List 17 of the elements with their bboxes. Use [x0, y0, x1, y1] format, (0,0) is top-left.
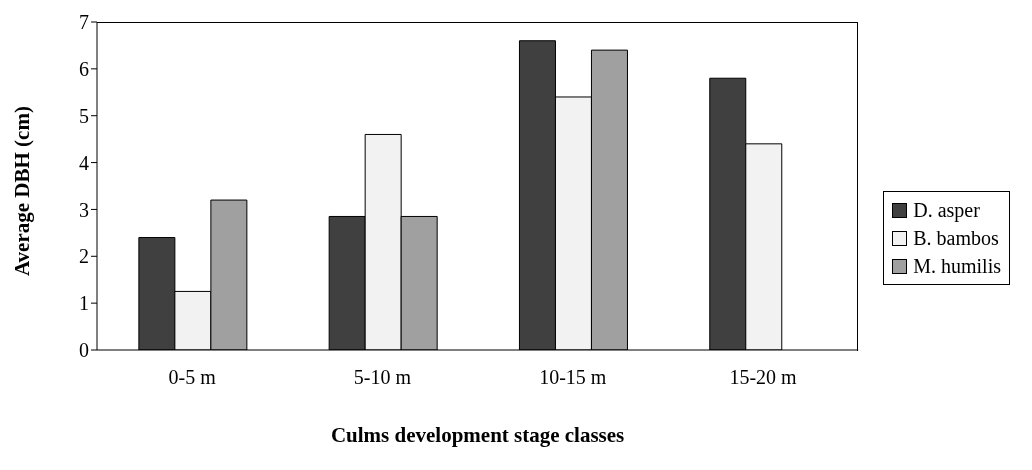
x-tick-label: 0-5 m — [168, 366, 217, 389]
y-tick-label: 1 — [79, 292, 89, 315]
legend-label: D. asper — [913, 198, 980, 222]
y-tick-label: 2 — [79, 245, 89, 268]
y-tick-label: 5 — [79, 104, 89, 127]
y-tick-label: 4 — [79, 151, 89, 174]
y-axis-title: Average DBH (cm) — [10, 106, 35, 276]
x-axis-title: Culms development stage classes — [330, 423, 625, 447]
y-tick-label: 6 — [79, 57, 89, 80]
legend-label: M. humilis — [913, 254, 1001, 278]
y-tick-label: 7 — [79, 11, 89, 34]
x-tick-label: 10-15 m — [539, 366, 607, 389]
x-tick-label: 5-10 m — [353, 366, 412, 389]
y-tick-label: 0 — [79, 339, 89, 362]
legend-label: B. bambos — [913, 226, 999, 250]
x-tick-label: 15-20 m — [729, 366, 798, 389]
y-tick-label: 3 — [79, 198, 89, 221]
